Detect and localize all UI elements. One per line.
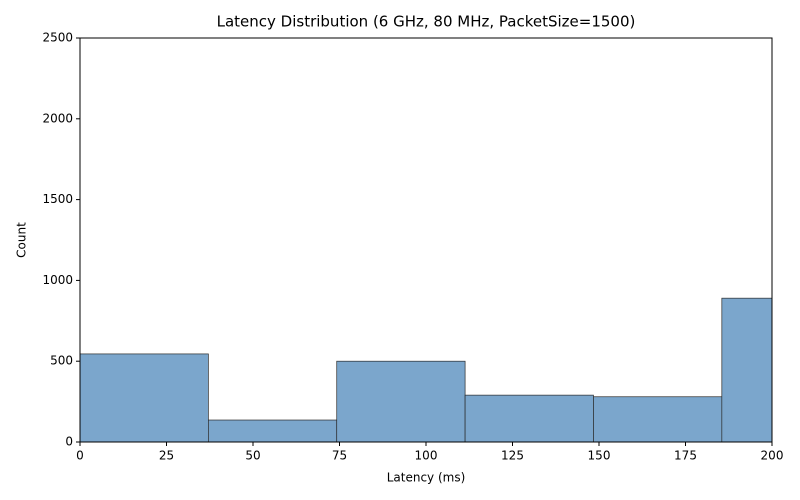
bar bbox=[208, 419, 338, 442]
x-tick-label: 175 bbox=[674, 449, 697, 463]
x-tick-label: 100 bbox=[415, 449, 438, 463]
bar bbox=[593, 396, 723, 442]
y-tick-label: 1500 bbox=[42, 192, 73, 206]
y-axis-label: Count bbox=[15, 222, 29, 258]
bar bbox=[721, 297, 772, 442]
bar bbox=[80, 353, 209, 442]
x-tick-label: 25 bbox=[159, 449, 174, 463]
bar bbox=[464, 394, 594, 442]
chart-title: Latency Distribution (6 GHz, 80 MHz, Pac… bbox=[217, 13, 636, 31]
bar bbox=[336, 360, 466, 442]
y-tick-label: 1000 bbox=[42, 273, 73, 287]
x-tick-label: 75 bbox=[332, 449, 347, 463]
x-tick-label: 150 bbox=[588, 449, 611, 463]
y-tick-label: 500 bbox=[50, 354, 73, 368]
x-tick-label: 200 bbox=[761, 449, 784, 463]
x-tick-label: 50 bbox=[245, 449, 260, 463]
y-tick-label: 2000 bbox=[42, 111, 73, 125]
y-tick-label: 2500 bbox=[42, 31, 73, 45]
x-axis-label: Latency (ms) bbox=[387, 471, 466, 485]
bars bbox=[80, 297, 772, 442]
x-tick-label: 0 bbox=[76, 449, 84, 463]
y-tick-label: 0 bbox=[65, 435, 73, 449]
x-tick-label: 125 bbox=[501, 449, 524, 463]
